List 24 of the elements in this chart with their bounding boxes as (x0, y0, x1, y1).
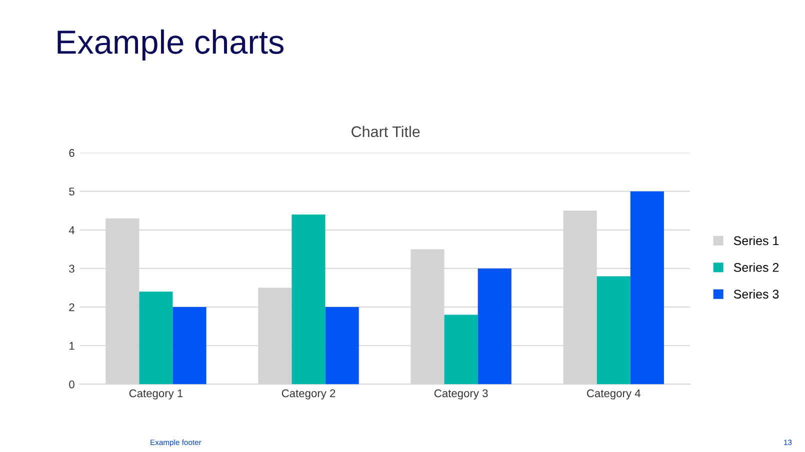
bar (630, 191, 664, 384)
x-tick-label: Category 4 (587, 389, 640, 400)
y-tick-label: 0 (69, 380, 74, 388)
legend-label: Series 3 (734, 289, 779, 299)
bar (444, 314, 478, 384)
chart-subtitle: Chart Title (352, 126, 420, 138)
bar (596, 276, 630, 384)
x-tick-label: Category 1 (129, 389, 183, 400)
x-tick-label: Category 2 (282, 389, 336, 400)
y-tick-label: 4 (68, 226, 75, 234)
y-tick-label: 3 (69, 264, 74, 273)
bar (292, 214, 326, 384)
x-tick-label: Category 3 (434, 389, 488, 400)
legend-label: Series 2 (734, 262, 779, 272)
y-tick-label: 2 (69, 303, 74, 312)
bar (478, 268, 512, 384)
legend-label: Series 1 (734, 236, 779, 246)
chart-title: Example charts (58, 29, 284, 61)
y-tick-label: 1 (70, 342, 74, 350)
y-tick-label: 6 (69, 149, 74, 157)
y-tick-label: 5 (69, 188, 74, 196)
bar (139, 292, 173, 384)
bar (325, 307, 359, 384)
bar (172, 307, 206, 384)
